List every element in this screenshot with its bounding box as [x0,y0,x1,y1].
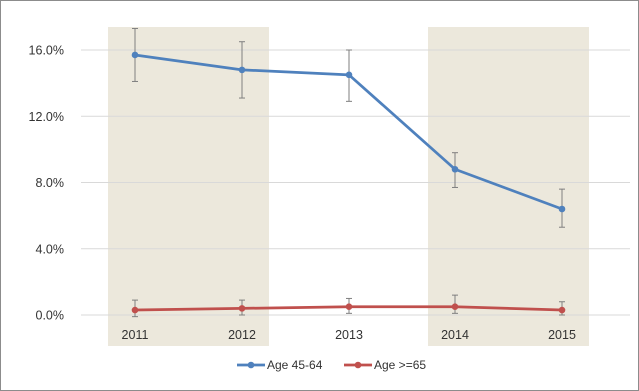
legend-marker [354,361,362,369]
data-point [558,306,566,314]
data-point [238,66,246,74]
legend-marker [247,361,255,369]
legend-label: Age >=65 [374,358,426,372]
data-point [131,306,139,314]
y-tick-label: 12.0% [29,110,64,124]
y-tick-label: 8.0% [36,176,65,190]
gridlines [81,49,630,316]
shaded-band [108,27,269,346]
y-tick-label: 16.0% [29,44,64,58]
data-point [345,303,353,311]
data-point [451,303,459,311]
y-axis-ticks: 0.0% 4.0% 8.0% 12.0% 16.0% [29,44,64,323]
legend: Age 45-64 Age >=65 [237,358,426,372]
series-points [131,51,566,314]
data-point [451,165,459,173]
x-tick-label: 2011 [122,328,149,342]
data-point [131,51,139,59]
x-tick-label: 2014 [441,328,469,342]
x-tick-label: 2012 [228,328,256,342]
x-tick-label: 2015 [548,328,576,342]
shaded-band [428,27,589,346]
legend-label: Age 45-64 [267,358,323,372]
x-tick-label: 2013 [335,328,363,342]
data-point [238,305,246,312]
data-point [345,71,353,79]
x-axis-ticks: 2011 2012 2013 2014 2015 [122,328,576,342]
data-point [558,205,566,213]
y-tick-label: 0.0% [36,309,65,323]
y-tick-label: 4.0% [36,242,65,256]
